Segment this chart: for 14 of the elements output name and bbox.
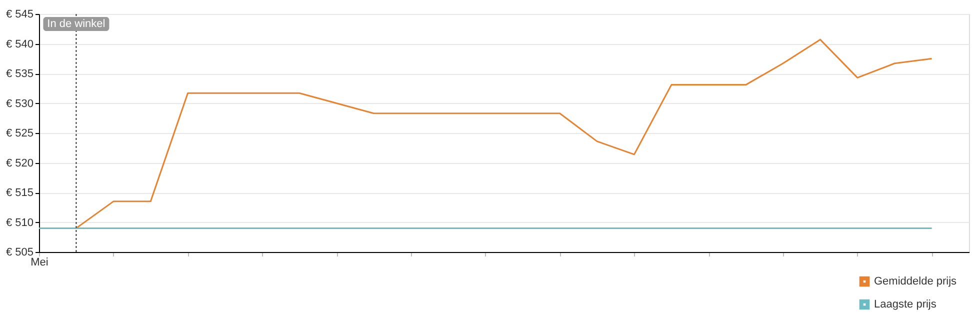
legend-label: Laagste prijs <box>874 298 937 310</box>
y-tick-label: € 510 <box>6 216 34 229</box>
legend-label: Gemiddelde prijs <box>874 276 958 288</box>
x-tick-label: Mei <box>30 256 48 268</box>
y-tick-label: € 520 <box>6 157 34 170</box>
y-tick-label: € 515 <box>6 187 34 199</box>
line-series <box>75 38 933 229</box>
y-tick-label: € 530 <box>6 98 34 110</box>
y-tick-label: € 540 <box>6 38 34 50</box>
y-tick-label: € 545 <box>6 8 34 20</box>
y-tick-label: € 505 <box>6 246 34 258</box>
y-tick-label: € 535 <box>6 68 34 80</box>
y-tick-label: € 525 <box>6 128 34 140</box>
annotation: In de winkel <box>47 18 106 30</box>
